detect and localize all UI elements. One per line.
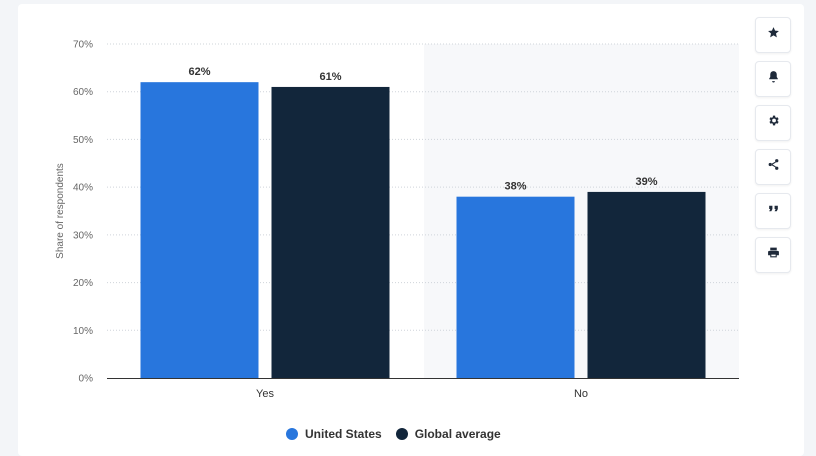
legend-item-global-average[interactable]: Global average (395, 427, 501, 441)
legend-marker-united-states (286, 428, 298, 440)
notification-button[interactable] (755, 61, 791, 97)
bar (140, 82, 259, 379)
print-button[interactable] (755, 237, 791, 273)
y-tick-label: 40% (73, 183, 93, 194)
share-button[interactable] (755, 149, 791, 185)
y-tick-label: 0% (79, 374, 94, 385)
y-tick-label: 30% (73, 230, 93, 241)
x-tick-label: No (574, 388, 588, 400)
y-axis-title: Share of respondents (55, 163, 66, 259)
data-label: 61% (319, 71, 341, 83)
legend-label-global-average: Global average (414, 427, 501, 441)
y-tick-label: 50% (73, 135, 93, 146)
gear-icon (767, 114, 780, 132)
legend-item-united-states[interactable]: United States (286, 427, 382, 441)
share-icon (767, 158, 780, 176)
bar (587, 191, 706, 378)
x-tick-label: Yes (256, 388, 274, 400)
chart-toolbar (755, 17, 791, 273)
favorite-button[interactable] (755, 17, 791, 53)
bell-icon (767, 70, 780, 88)
data-label: 62% (188, 66, 210, 78)
y-tick-label: 10% (73, 326, 93, 337)
data-label: 38% (504, 181, 526, 193)
print-icon (767, 246, 780, 264)
settings-button[interactable] (755, 105, 791, 141)
legend-label-united-states: United States (305, 427, 382, 441)
data-label: 39% (635, 176, 657, 188)
y-tick-label: 70% (73, 40, 93, 51)
y-tick-label: 60% (73, 87, 93, 98)
legend-marker-global-average (395, 428, 408, 440)
star-icon (767, 26, 780, 44)
legend: United States Global average (286, 426, 501, 442)
bar (456, 196, 575, 378)
cite-button[interactable] (755, 193, 791, 229)
bar (271, 86, 390, 378)
y-tick-label: 20% (73, 278, 93, 289)
quote-icon (767, 202, 780, 220)
